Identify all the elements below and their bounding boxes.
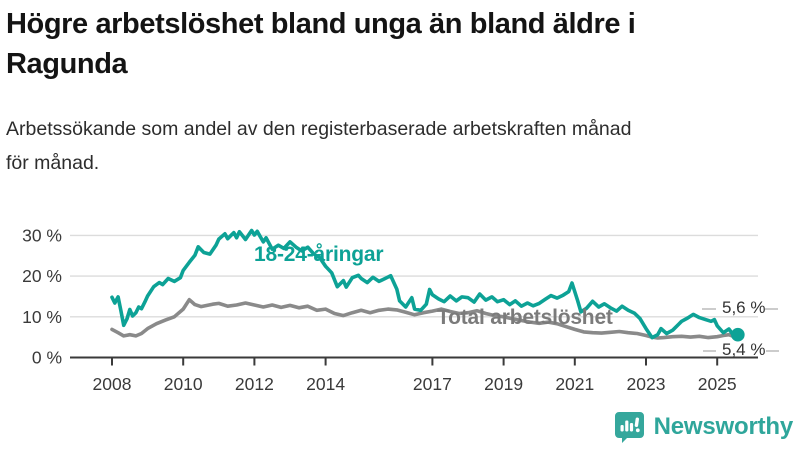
series-label-total: Total arbetslöshet [437, 306, 613, 329]
y-tick-label: 20 % [22, 266, 62, 286]
series-label-youth: 18-24-åringar [254, 243, 384, 266]
newsworthy-logo[interactable]: Newsworthy [614, 411, 793, 443]
end-value-label-total: 5,4 % [722, 340, 766, 359]
series-end-dot-youth [731, 327, 745, 342]
y-tick-label: 10 % [22, 307, 62, 327]
x-tick-label: 2017 [413, 374, 452, 394]
y-tick-label: 30 % [22, 225, 62, 245]
leader-dash [765, 308, 778, 310]
x-tick-label: 2010 [164, 374, 203, 394]
x-tick-label: 2025 [698, 374, 737, 394]
series-line-youth [110, 228, 740, 340]
chart-subtitle-line1: Arbetssökande som andel av den registerb… [6, 118, 632, 140]
x-tick-label: 2014 [306, 374, 345, 394]
page-title-line1: Högre arbetslöshet bland unga än bland ä… [6, 8, 636, 40]
x-tick-label: 2021 [555, 374, 594, 394]
x-tick-label: 2019 [484, 374, 523, 394]
newsworthy-logo-icon [614, 412, 644, 443]
page-title: Högre arbetslöshet bland unga än bland ä… [6, 4, 794, 84]
leader-dash [703, 350, 716, 352]
leader-dash [702, 308, 716, 310]
x-tick-label: 2012 [235, 374, 274, 394]
y-tick-label: 0 % [32, 348, 62, 368]
x-tick-label: 2008 [93, 374, 132, 394]
chart-subtitle-line2: för månad. [6, 152, 100, 174]
x-tick-label: 2023 [627, 374, 666, 394]
page-title-line2: Ragunda [6, 48, 128, 80]
leader-dash [766, 350, 779, 352]
chart-subtitle: Arbetssökande som andel av den registerb… [6, 112, 706, 180]
newsworthy-logo-text: Newsworthy [653, 413, 794, 440]
end-value-label-youth: 5,6 % [722, 298, 766, 317]
series-line-total [110, 297, 740, 340]
